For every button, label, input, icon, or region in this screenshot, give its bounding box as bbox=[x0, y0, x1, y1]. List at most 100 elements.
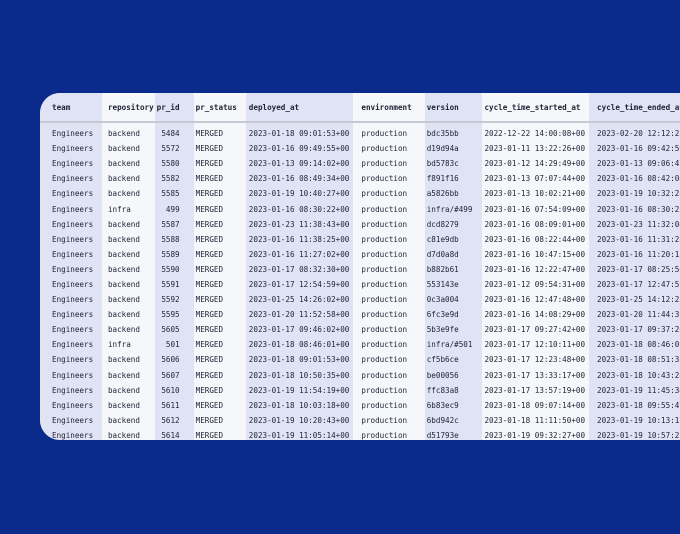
table-row: Engineers backend 5592 MERGED 2023-01-25 14:… bbox=[40, 292, 680, 307]
cell-version: 6b83ec9 bbox=[426, 400, 459, 410]
cell-repository: backend bbox=[107, 174, 140, 184]
cell-environment: production bbox=[361, 249, 408, 259]
cell-pr-status: MERGED bbox=[195, 370, 224, 380]
cell-cycle-time-ended-at: 2023-02-20 12:12:23+00 bbox=[597, 129, 680, 139]
cell-deployed-at: 2023-01-13 09:14:02+00 bbox=[248, 159, 350, 169]
column-header-pr-id[interactable]: pr_id bbox=[153, 93, 184, 123]
cell-deployed-at: 2023-01-18 10:50:35+00 bbox=[248, 370, 350, 380]
cell-cycle-time-started-at: 2023-01-17 13:33:17+00 bbox=[484, 370, 586, 380]
cell-deployed-at: 2023-01-19 10:40:27+00 bbox=[248, 189, 350, 199]
cell-version: ffc83a8 bbox=[426, 385, 459, 395]
cell-deployed-at: 2023-01-16 08:30:22+00 bbox=[248, 204, 350, 214]
cell-cycle-time-ended-at: 2023-01-18 09:55:47+00 bbox=[597, 400, 680, 410]
cell-pr-id: 5592 bbox=[161, 295, 180, 305]
cell-team: Engineers bbox=[52, 400, 94, 410]
cell-deployed-at: 2023-01-20 11:52:58+00 bbox=[248, 310, 350, 320]
table-row: Engineers backend 5590 MERGED 2023-01-17 08:… bbox=[40, 262, 680, 277]
cell-cycle-time-started-at: 2023-01-16 08:22:44+00 bbox=[484, 234, 586, 244]
cell-version: f891f16 bbox=[426, 174, 459, 184]
cell-cycle-time-started-at: 2023-01-17 09:27:42+00 bbox=[484, 325, 586, 335]
cell-repository: backend bbox=[107, 189, 140, 199]
cell-deployed-at: 2023-01-23 11:38:43+00 bbox=[248, 219, 350, 229]
column-shade bbox=[589, 93, 680, 440]
cell-repository: backend bbox=[107, 310, 140, 320]
cell-cycle-time-ended-at: 2023-01-17 08:25:56+00 bbox=[597, 264, 680, 274]
cell-cycle-time-ended-at: 2023-01-16 08:42:04+00 bbox=[597, 174, 680, 184]
cell-team: Engineers bbox=[52, 144, 94, 154]
cell-deployed-at: 2023-01-18 09:01:53+00 bbox=[248, 129, 350, 139]
cell-environment: production bbox=[361, 144, 408, 154]
column-header-environment[interactable]: environment bbox=[349, 93, 415, 123]
cell-team: Engineers bbox=[52, 264, 94, 274]
column-header-repository[interactable]: repository bbox=[95, 93, 154, 123]
cell-version: b882b61 bbox=[426, 264, 459, 274]
column-header-team[interactable]: team bbox=[40, 93, 96, 123]
cell-repository: backend bbox=[107, 370, 140, 380]
cell-pr-status: MERGED bbox=[195, 189, 224, 199]
cell-pr-status: MERGED bbox=[195, 159, 224, 169]
column-header-deployed-at[interactable]: deployed_at bbox=[236, 93, 350, 123]
cell-pr-status: MERGED bbox=[195, 340, 224, 350]
cell-pr-id: 5591 bbox=[161, 279, 180, 289]
cell-pr-status: MERGED bbox=[195, 144, 224, 154]
cell-cycle-time-started-at: 2023-01-11 13:22:26+00 bbox=[484, 144, 586, 154]
column-header-version[interactable]: version bbox=[414, 93, 473, 123]
cell-repository: infra bbox=[107, 204, 131, 214]
cell-pr-id: 5605 bbox=[161, 325, 180, 335]
table-row: Engineers backend 5582 MERGED 2023-01-16 08:… bbox=[40, 171, 680, 186]
cell-repository: backend bbox=[107, 385, 140, 395]
cell-cycle-time-started-at: 2023-01-12 09:54:31+00 bbox=[484, 279, 586, 289]
cell-team: Engineers bbox=[52, 340, 94, 350]
cell-cycle-time-ended-at: 2023-01-16 08:30:22+00 bbox=[597, 204, 680, 214]
column-header-cycle-time-started-at[interactable]: cycle_time_started_at bbox=[472, 93, 586, 123]
cell-repository: backend bbox=[107, 264, 140, 274]
cell-environment: production bbox=[361, 279, 408, 289]
cell-pr-status: MERGED bbox=[195, 415, 224, 425]
cell-repository: backend bbox=[107, 325, 140, 335]
cell-deployed-at: 2023-01-18 08:46:01+00 bbox=[248, 340, 350, 350]
cell-pr-status: MERGED bbox=[195, 219, 224, 229]
cell-cycle-time-started-at: 2023-01-17 12:23:48+00 bbox=[484, 355, 586, 365]
column-header-cycle-time-ended-at[interactable]: cycle_time_ended_at bbox=[585, 93, 680, 123]
cell-repository: backend bbox=[107, 144, 140, 154]
cell-pr-status: MERGED bbox=[195, 129, 224, 139]
cell-pr-id: 5612 bbox=[161, 415, 180, 425]
table-row: Engineers backend 5585 MERGED 2023-01-19 10:… bbox=[40, 186, 680, 201]
cell-pr-status: MERGED bbox=[195, 174, 224, 184]
cell-version: bdc35bb bbox=[426, 129, 459, 139]
cell-repository: backend bbox=[107, 234, 140, 244]
cell-team: Engineers bbox=[52, 204, 94, 214]
cell-cycle-time-started-at: 2023-01-18 11:11:50+00 bbox=[484, 415, 586, 425]
table-row: Engineers backend 5614 MERGED 2023-01-19 11:… bbox=[40, 428, 680, 440]
cell-version: d7d0a8d bbox=[426, 249, 459, 259]
table-row: Engineers backend 5611 MERGED 2023-01-18 10:… bbox=[40, 398, 680, 413]
cell-version: c81e9db bbox=[426, 234, 459, 244]
cell-pr-status: MERGED bbox=[195, 385, 224, 395]
cell-cycle-time-started-at: 2023-01-16 08:09:01+00 bbox=[484, 219, 586, 229]
table-row: Engineers backend 5588 MERGED 2023-01-16 11:… bbox=[40, 232, 680, 247]
cell-cycle-time-ended-at: 2023-01-23 11:32:04+00 bbox=[597, 219, 680, 229]
column-shade bbox=[155, 93, 194, 440]
cell-team: Engineers bbox=[52, 310, 94, 320]
cell-team: Engineers bbox=[52, 249, 94, 259]
cell-pr-id: 5590 bbox=[161, 264, 180, 274]
cell-cycle-time-started-at: 2023-01-16 12:47:48+00 bbox=[484, 295, 586, 305]
cell-cycle-time-started-at: 2023-01-16 12:22:47+00 bbox=[484, 264, 586, 274]
cell-environment: production bbox=[361, 325, 408, 335]
cell-version: be00056 bbox=[426, 370, 459, 380]
cell-pr-id: 5582 bbox=[161, 174, 180, 184]
cell-version: infra/#499 bbox=[426, 204, 473, 214]
cell-cycle-time-ended-at: 2023-01-19 10:13:17+00 bbox=[597, 415, 680, 425]
table-row: Engineers backend 5610 MERGED 2023-01-19 11:… bbox=[40, 383, 680, 398]
column-shade bbox=[425, 93, 482, 440]
cell-repository: backend bbox=[107, 430, 140, 440]
cell-version: a5826bb bbox=[426, 189, 459, 199]
cell-pr-status: MERGED bbox=[195, 279, 224, 289]
cell-deployed-at: 2023-01-18 10:03:18+00 bbox=[248, 400, 350, 410]
cell-version: cf5b6ce bbox=[426, 355, 459, 365]
cell-deployed-at: 2023-01-19 11:54:19+00 bbox=[248, 385, 350, 395]
cell-team: Engineers bbox=[52, 174, 94, 184]
column-header-pr-status[interactable]: pr_status bbox=[183, 93, 237, 123]
table-row: Engineers infra 501 MERGED 2023-01-18 08:46:… bbox=[40, 337, 680, 352]
cell-repository: backend bbox=[107, 159, 140, 169]
